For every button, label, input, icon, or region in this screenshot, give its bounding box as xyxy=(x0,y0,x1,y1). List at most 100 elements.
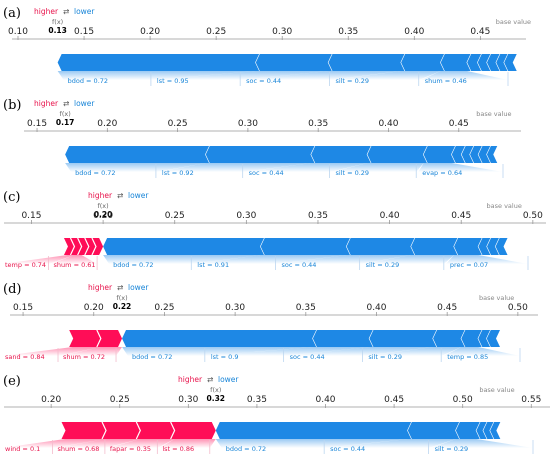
negative-feature-label: bdod = 0.72 xyxy=(132,353,172,361)
negative-feature-fan xyxy=(242,71,402,80)
segment-divider xyxy=(503,237,509,256)
legend-arrow-icon: ⇄ xyxy=(63,7,69,16)
negative-feature-label: lst = 0.9 xyxy=(211,353,239,361)
segment-divider xyxy=(496,421,502,440)
positive-force-segment xyxy=(136,422,175,439)
negative-force-segment xyxy=(423,146,456,163)
legend-higher-label: higher xyxy=(34,7,59,16)
force-plot-panel: (e) higher ⇄ lower f(x)0.32 base value 0.20 0.2… xyxy=(2,374,550,454)
x-tick-label: 0.15 xyxy=(21,211,41,221)
legend-arrow-icon: ⇄ xyxy=(63,99,69,108)
x-tick-label: 0.10 xyxy=(8,27,28,37)
base-value-label: base value xyxy=(487,202,522,210)
negative-feature-fan xyxy=(57,71,256,80)
panel-letter: (a) xyxy=(3,6,21,21)
base-value-label: base value xyxy=(476,110,511,118)
negative-force-segment xyxy=(495,238,509,255)
legend-lower-label: lower xyxy=(128,283,149,292)
segment-divider xyxy=(77,237,83,256)
x-tick-label: 0.20 xyxy=(93,211,113,221)
negative-feature-label: soc = 0.44 xyxy=(290,353,325,361)
negative-feature-label: silt = 0.29 xyxy=(335,77,369,85)
x-tick-label: 0.50 xyxy=(508,303,528,313)
x-tick-label: 0.20 xyxy=(41,395,61,405)
force-plot-panel: (c) higher ⇄ lower f(x)0.20 base value 0.15 0.2… xyxy=(2,190,546,270)
fx-label: f(x) xyxy=(60,110,71,118)
negative-force-segment xyxy=(57,54,260,71)
x-tick-label: 0.30 xyxy=(238,119,258,129)
negative-feature-label: lst = 0.92 xyxy=(162,169,194,177)
negative-feature-label: silt = 0.29 xyxy=(366,261,400,269)
negative-force-segment xyxy=(504,54,518,71)
positive-feature-label: shum = 0.72 xyxy=(63,353,105,361)
negative-force-segment xyxy=(328,54,406,71)
positive-force-segment xyxy=(170,422,216,439)
base-value-label: base value xyxy=(479,294,514,302)
positive-feature-fan xyxy=(54,439,141,448)
negative-force-segment xyxy=(478,146,491,163)
negative-force-segment xyxy=(255,54,333,71)
x-tick-label: 0.25 xyxy=(206,27,226,37)
positive-force-segment xyxy=(91,238,104,255)
segment-divider xyxy=(170,421,176,440)
positive-feature-label: shum = 0.61 xyxy=(54,261,96,269)
x-tick-label: 0.35 xyxy=(247,395,267,405)
negative-feature-label: bdod = 0.72 xyxy=(226,445,266,453)
negative-force-segment xyxy=(312,330,374,347)
x-tick-label: 0.55 xyxy=(521,395,541,405)
negative-force-segment xyxy=(486,146,498,163)
x-tick-label: 0.45 xyxy=(451,211,471,221)
negative-feature-label: bdod = 0.72 xyxy=(75,169,115,177)
x-tick-label: 0.40 xyxy=(378,119,398,129)
negative-force-segment xyxy=(467,54,482,71)
negative-feature-fan xyxy=(103,255,261,264)
segment-divider xyxy=(69,237,76,256)
fx-label: f(x) xyxy=(210,386,221,394)
x-tick-label: 0.35 xyxy=(338,27,358,37)
segment-divider xyxy=(493,145,499,164)
negative-force-segment xyxy=(487,238,500,255)
negative-force-segment xyxy=(122,330,317,347)
segment-divider xyxy=(495,329,502,348)
legend-lower-label: lower xyxy=(128,191,149,200)
negative-force-segment xyxy=(476,422,488,439)
base-value-label: base value xyxy=(479,386,514,394)
negative-feature-fan xyxy=(157,163,312,172)
negative-force-segment xyxy=(65,146,210,163)
negative-feature-label: shum = 0.46 xyxy=(425,77,467,85)
positive-force-segment xyxy=(70,238,82,255)
positive-feature-label: sand = 0.84 xyxy=(5,353,45,361)
negative-force-segment xyxy=(411,238,459,255)
negative-feature-label: bdod = 0.72 xyxy=(113,261,153,269)
x-tick-label: 0.25 xyxy=(110,395,130,405)
x-tick-label: 0.50 xyxy=(453,395,473,405)
positive-force-segment xyxy=(96,330,123,347)
positive-feature-fan xyxy=(2,439,107,448)
segment-divider xyxy=(84,237,90,256)
legend-lower-label: lower xyxy=(74,7,95,16)
negative-force-segment xyxy=(486,54,501,71)
negative-feature-fan xyxy=(122,347,313,356)
positive-feature-label: temp = 0.74 xyxy=(5,261,46,269)
legend-arrow-icon: ⇄ xyxy=(117,191,123,200)
negative-force-segment xyxy=(496,54,509,71)
x-tick-label: 0.15 xyxy=(27,119,47,129)
legend-arrow-icon: ⇄ xyxy=(207,375,213,384)
negative-force-segment xyxy=(461,330,483,347)
legend-higher-label: higher xyxy=(88,283,113,292)
negative-feature-fan xyxy=(244,163,368,172)
x-tick-label: 0.45 xyxy=(384,395,404,405)
negative-force-segment xyxy=(483,422,495,439)
positive-feature-fan xyxy=(2,347,101,356)
positive-force-segment xyxy=(63,238,75,255)
positive-feature-fan xyxy=(159,439,216,448)
negative-feature-fan xyxy=(326,439,456,448)
negative-force-segment xyxy=(461,146,475,163)
fx-value: 0.17 xyxy=(56,118,75,127)
legend-lower-label: lower xyxy=(218,375,239,384)
positive-feature-fan xyxy=(2,255,75,264)
negative-feature-label: silt = 0.29 xyxy=(435,445,469,453)
negative-force-segment xyxy=(470,146,483,163)
x-tick-label: 0.20 xyxy=(97,119,117,129)
